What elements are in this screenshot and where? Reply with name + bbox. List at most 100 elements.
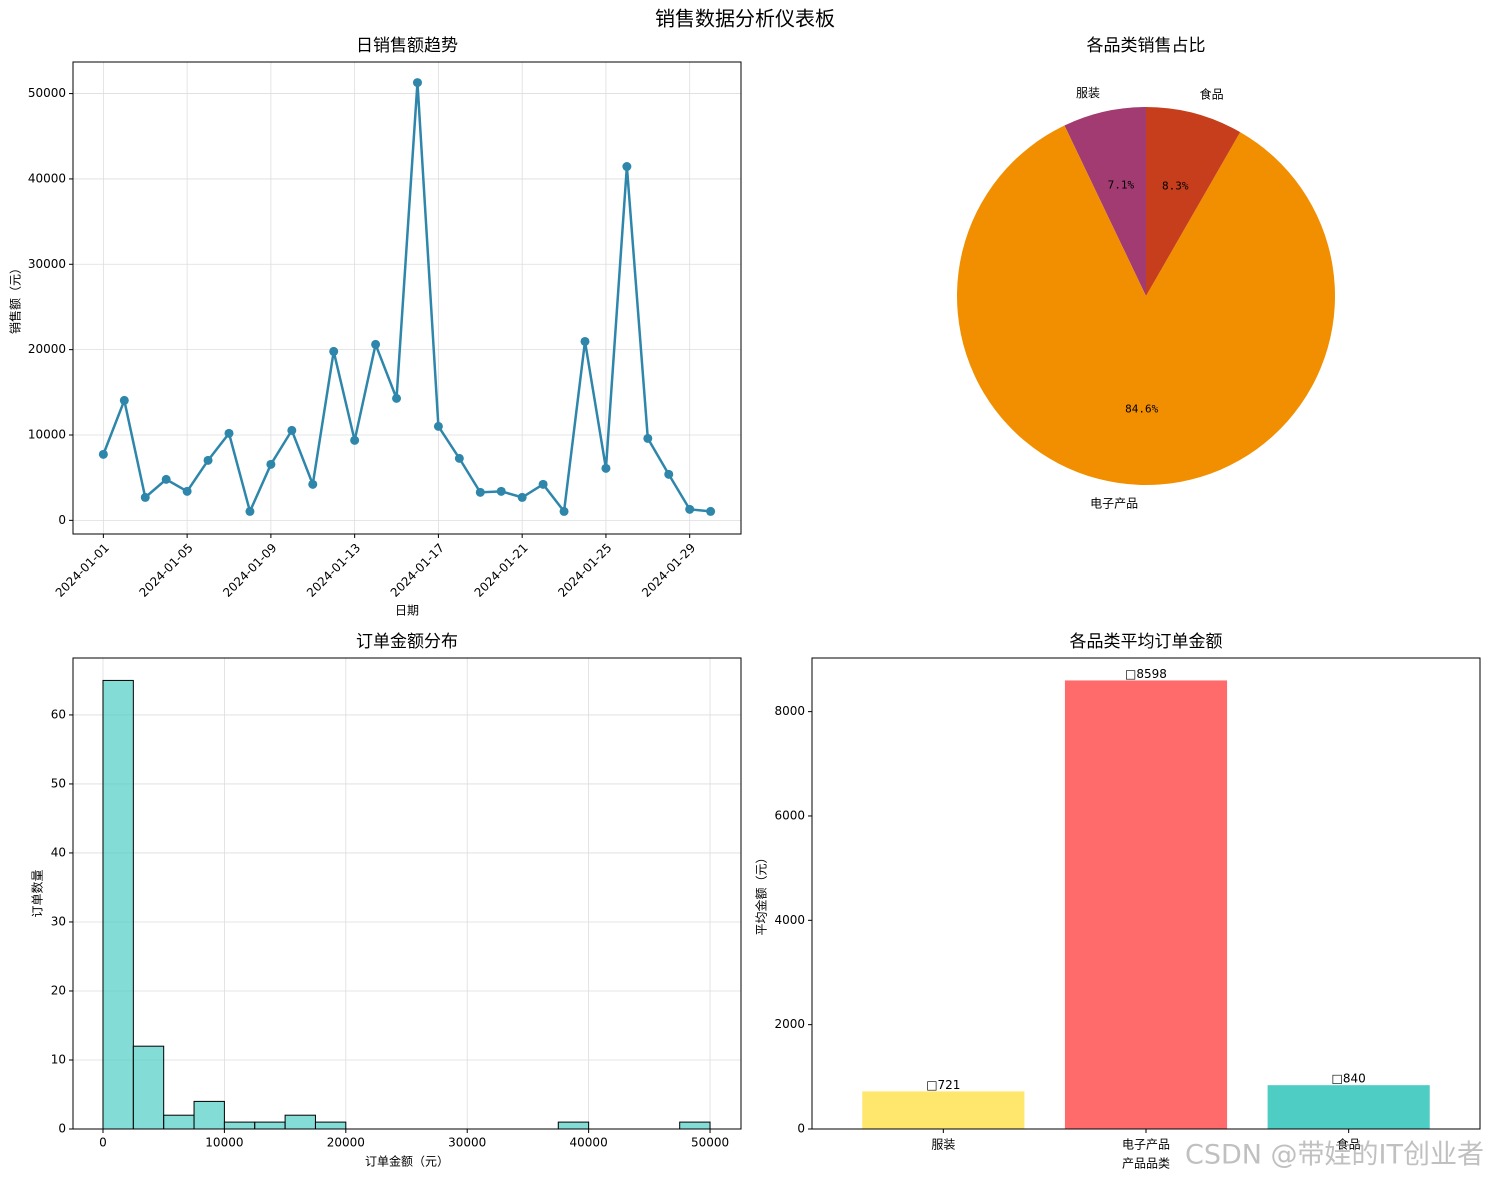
- y-tick-label: 40: [51, 845, 66, 859]
- bar: [1064, 680, 1228, 1129]
- axes-frame: [72, 657, 742, 1130]
- pie-slice: [1146, 107, 1241, 296]
- y-axis-label: 平均金额（元）: [754, 851, 769, 935]
- point: [119, 395, 129, 405]
- y-tick-label: 50: [51, 776, 66, 790]
- histogram-bar: [557, 1121, 590, 1130]
- pie-value-label: 7.1%: [1108, 178, 1135, 191]
- point: [580, 336, 590, 346]
- point: [664, 469, 674, 479]
- bar: [862, 1091, 1025, 1129]
- x-axis-label: 日期: [395, 604, 419, 618]
- chart-title: 订单金额分布: [356, 632, 458, 652]
- point: [308, 479, 318, 489]
- point: [454, 453, 464, 463]
- point: [496, 486, 506, 496]
- y-tick-label: 50000: [28, 86, 66, 100]
- x-axis-label: 产品品类: [1122, 1157, 1170, 1171]
- y-axis-label: 销售额（元）: [8, 262, 23, 334]
- histogram-bar: [679, 1121, 711, 1130]
- pie-value-label: 84.6%: [1125, 402, 1158, 415]
- point: [203, 455, 213, 465]
- point: [475, 487, 485, 497]
- point: [245, 506, 255, 516]
- point: [98, 449, 108, 459]
- x-tick-label: 服装: [931, 1138, 955, 1152]
- axes-frame: [811, 657, 1481, 1130]
- point: [433, 421, 443, 431]
- x-tick-label: 2024-01-17: [388, 541, 447, 600]
- watermark: CSDN @带娃的IT创业者: [1185, 1140, 1484, 1171]
- x-tick-label: 2024-01-25: [555, 541, 614, 600]
- histogram-bar: [102, 679, 134, 1130]
- point: [182, 486, 192, 496]
- y-tick-label: 0: [797, 1122, 805, 1136]
- line: [102, 82, 711, 516]
- y-tick-label: 20: [51, 983, 66, 997]
- chart-title: 日销售额趋势: [356, 36, 458, 56]
- x-tick-label: 10000: [205, 1136, 243, 1150]
- point: [685, 504, 695, 514]
- x-tick-label: 2024-01-21: [472, 541, 531, 600]
- y-tick-label: 0: [58, 513, 66, 527]
- pie-slice: [957, 125, 1335, 486]
- pie-label: 电子产品: [1090, 496, 1138, 510]
- y-tick-label: 30: [51, 914, 66, 928]
- point: [329, 346, 339, 356]
- x-tick-label: 2024-01-01: [53, 541, 112, 600]
- point: [287, 425, 297, 435]
- point: [601, 463, 611, 473]
- x-tick-label: 2024-01-09: [220, 541, 279, 600]
- histogram-bar: [254, 1121, 286, 1130]
- pie-slice: [1064, 107, 1146, 296]
- pie-label: 食品: [1200, 87, 1224, 102]
- point: [140, 492, 150, 502]
- y-tick-label: 60: [51, 707, 66, 721]
- histogram-bar: [163, 1114, 195, 1130]
- bar: [1267, 1085, 1430, 1129]
- point: [392, 393, 402, 403]
- point: [350, 435, 360, 445]
- point: [706, 506, 716, 516]
- y-tick-label: 30000: [28, 257, 66, 271]
- histogram-bar: [193, 1100, 225, 1130]
- point: [622, 162, 632, 172]
- x-tick-label: 20000: [327, 1136, 365, 1150]
- chart-title: 各品类平均订单金额: [1070, 632, 1223, 652]
- histogram-bar: [284, 1114, 316, 1130]
- x-tick-label: 50000: [691, 1136, 729, 1150]
- pie-label: 服装: [1076, 86, 1100, 100]
- dashboard-title: 销售数据分析仪表板: [655, 7, 835, 31]
- x-tick-label: 食品: [1337, 1137, 1361, 1152]
- chart-title: 各品类销售占比: [1087, 36, 1206, 56]
- axes-frame: [72, 61, 742, 535]
- pie-value-label: 8.3%: [1162, 179, 1189, 192]
- y-tick-label: 2000: [774, 1017, 805, 1031]
- bar-value-label: □840: [1332, 1072, 1366, 1086]
- point: [371, 339, 381, 349]
- point: [517, 492, 527, 502]
- y-tick-label: 10: [51, 1052, 66, 1066]
- y-tick-label: 6000: [774, 808, 805, 822]
- y-tick-label: 4000: [774, 913, 805, 927]
- x-tick-label: 40000: [570, 1136, 608, 1150]
- point: [266, 459, 276, 469]
- histogram-bar: [314, 1121, 347, 1130]
- x-tick-label: 2024-01-29: [639, 541, 698, 600]
- x-axis-label: 订单金额（元）: [365, 1154, 449, 1169]
- histogram-bar: [132, 1045, 165, 1130]
- x-tick-label: 2024-01-05: [137, 541, 196, 600]
- bar-value-label: □8598: [1125, 667, 1167, 681]
- point: [538, 479, 548, 489]
- x-tick-label: 电子产品: [1122, 1138, 1170, 1152]
- y-tick-label: 0: [58, 1122, 66, 1136]
- y-tick-label: 8000: [774, 704, 805, 718]
- y-tick-label: 40000: [28, 171, 66, 185]
- point: [412, 78, 422, 88]
- point: [559, 506, 569, 516]
- x-tick-label: 2024-01-13: [304, 541, 363, 600]
- y-axis-label: 订单数量: [30, 869, 45, 917]
- bar-value-label: □721: [926, 1078, 960, 1092]
